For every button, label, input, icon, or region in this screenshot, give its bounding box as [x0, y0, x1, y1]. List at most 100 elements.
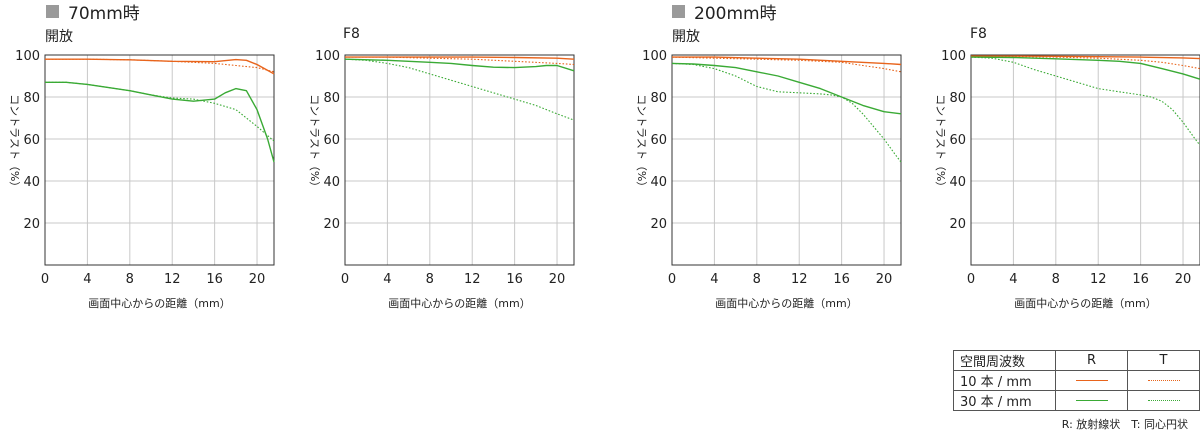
legend-header-r: R [1055, 350, 1129, 371]
legend-swatch-r10 [1055, 370, 1129, 391]
legend-row-10: 10 本 / mm [952, 370, 1200, 391]
chart-title: 開放 [45, 29, 73, 45]
group-heading-200mm: 200mm時 [672, 0, 777, 24]
group-heading-70mm: 70mm時 [46, 0, 140, 24]
y-tick-label: 100 [941, 49, 966, 64]
x-axis-label: 画面中心からの距離（mm） [388, 296, 530, 310]
mtf-chart-70mm-open: 開放 20 40 60 80 100 0 4 8 12 16 20 画面中心からの距離（mm） コントラ… [0, 26, 300, 316]
y-tick-label: 20 [23, 217, 40, 232]
x-tick-label: 4 [83, 272, 91, 287]
x-tick-label: 8 [126, 272, 134, 287]
x-tick-label: 0 [341, 272, 349, 287]
swatch-dotted-orange [1147, 380, 1180, 381]
legend-header-t: T [1127, 350, 1200, 371]
chart-svg: 20 40 60 80 100 0 4 8 12 16 20 画面中心からの距離（mm） コントラスト（… [934, 49, 1200, 310]
legend-header-label: 空間周波数 [952, 350, 1057, 371]
x-tick-label: 12 [1090, 272, 1107, 287]
chart-title: 開放 [672, 29, 700, 45]
heading-square-icon [46, 4, 59, 18]
chart-svg: 20 40 60 80 100 0 4 8 12 16 20 画面中心からの距離（mm） コントラスト（… [8, 49, 275, 310]
legend-row-label: 30 本 / mm [952, 390, 1057, 411]
y-tick-label: 40 [949, 175, 966, 190]
x-tick-label: 4 [383, 272, 391, 287]
mtf-chart-70mm-f8: F8 20 40 60 80 100 0 4 8 12 16 20 画面中心からの距離（mm） コントラ… [300, 26, 600, 316]
x-tick-label: 4 [1009, 272, 1017, 287]
y-tick-label: 100 [315, 49, 340, 64]
y-tick-label: 60 [949, 133, 966, 148]
x-axis-label: 画面中心からの距離（mm） [88, 296, 230, 310]
series-line [345, 56, 575, 66]
x-tick-label: 0 [668, 272, 676, 287]
series-line [671, 62, 902, 115]
y-tick-label: 60 [23, 133, 40, 148]
y-tick-label: 60 [650, 133, 667, 148]
y-tick-label: 40 [323, 175, 340, 190]
y-axis-label: コントラスト（%） [308, 94, 321, 192]
x-tick-label: 16 [506, 272, 523, 287]
swatch-dotted-green [1147, 400, 1180, 401]
x-tick-label: 8 [753, 272, 761, 287]
chart-svg: 20 40 60 80 100 0 4 8 12 16 20 画面中心からの距離（mm） コントラスト（… [308, 49, 575, 310]
series-line [970, 55, 1200, 70]
y-tick-label: 80 [650, 91, 667, 106]
legend-swatch-t30 [1127, 390, 1200, 411]
x-tick-label: 12 [464, 272, 481, 287]
group-heading-label: 200mm時 [694, 3, 777, 24]
legend-row-label: 10 本 / mm [952, 370, 1057, 391]
x-tick-label: 20 [549, 272, 566, 287]
x-tick-label: 8 [1052, 272, 1060, 287]
chart-svg: 20 40 60 80 100 0 4 8 12 16 20 画面中心からの距離（mm） コントラスト（… [635, 49, 902, 310]
series-line [45, 58, 275, 73]
x-axis-label: 画面中心からの距離（mm） [715, 296, 857, 310]
x-tick-label: 4 [710, 272, 718, 287]
series-line [344, 58, 575, 121]
plot-frame [344, 54, 575, 266]
series-line [344, 58, 575, 72]
x-axis-label: 画面中心からの距離（mm） [1014, 296, 1156, 310]
series-line [671, 56, 902, 73]
y-tick-label: 100 [642, 49, 667, 64]
y-axis-label: コントラスト（%） [934, 94, 947, 192]
plot-frame [671, 54, 902, 266]
series-line [970, 56, 1200, 146]
series-line [672, 56, 902, 66]
x-tick-label: 0 [967, 272, 975, 287]
y-tick-label: 40 [23, 175, 40, 190]
x-tick-label: 0 [41, 272, 49, 287]
y-axis-label: コントラスト（%） [635, 94, 648, 192]
legend-header-row: 空間周波数 R T [952, 350, 1200, 371]
y-tick-label: 80 [323, 91, 340, 106]
mtf-chart-200mm-open: 開放 20 40 60 80 100 0 4 8 12 16 20 画面中心からの距離（mm） コントラ… [627, 26, 927, 316]
x-tick-label: 8 [426, 272, 434, 287]
y-axis-label: コントラスト（%） [8, 94, 21, 192]
series-line [45, 81, 275, 163]
x-tick-label: 16 [1132, 272, 1149, 287]
x-tick-label: 20 [876, 272, 893, 287]
plot-frame [44, 54, 275, 266]
group-heading-label: 70mm時 [68, 3, 140, 24]
x-tick-label: 16 [833, 272, 850, 287]
swatch-solid-orange [1075, 380, 1108, 381]
x-tick-label: 12 [791, 272, 808, 287]
series-line [45, 58, 275, 75]
swatch-solid-green [1075, 400, 1108, 401]
x-tick-label: 20 [1175, 272, 1192, 287]
series-line [970, 56, 1200, 80]
legend-swatch-t10 [1127, 370, 1200, 391]
plot-frame [970, 54, 1200, 266]
legend-row-30: 30 本 / mm [952, 390, 1200, 411]
x-tick-label: 16 [206, 272, 223, 287]
mtf-chart-200mm-f8: F8 20 40 60 80 100 0 4 8 12 16 20 画面中心からの距離（mm） コントラ… [926, 26, 1200, 316]
y-tick-label: 20 [323, 217, 340, 232]
chart-title: F8 [970, 26, 987, 42]
y-tick-label: 80 [949, 91, 966, 106]
legend-table: 空間周波数 R T 10 本 / mm 30 本 / mm [952, 350, 1200, 411]
series-line [45, 81, 275, 142]
legend-swatch-r30 [1055, 390, 1129, 411]
y-tick-label: 20 [650, 217, 667, 232]
y-tick-label: 100 [15, 49, 40, 64]
y-tick-label: 40 [650, 175, 667, 190]
y-tick-label: 60 [323, 133, 340, 148]
chart-title: F8 [343, 26, 360, 42]
y-tick-label: 20 [949, 217, 966, 232]
